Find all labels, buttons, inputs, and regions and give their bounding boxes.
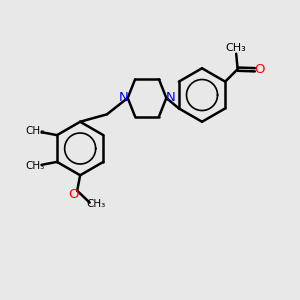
Text: CH₃: CH₃ xyxy=(87,200,106,209)
Text: CH₃: CH₃ xyxy=(26,126,45,136)
Text: CH₃: CH₃ xyxy=(26,161,45,171)
Text: N: N xyxy=(165,92,175,104)
Text: N: N xyxy=(119,92,129,104)
Text: O: O xyxy=(255,63,265,76)
Text: CH₃: CH₃ xyxy=(226,43,247,53)
Text: O: O xyxy=(68,188,78,201)
